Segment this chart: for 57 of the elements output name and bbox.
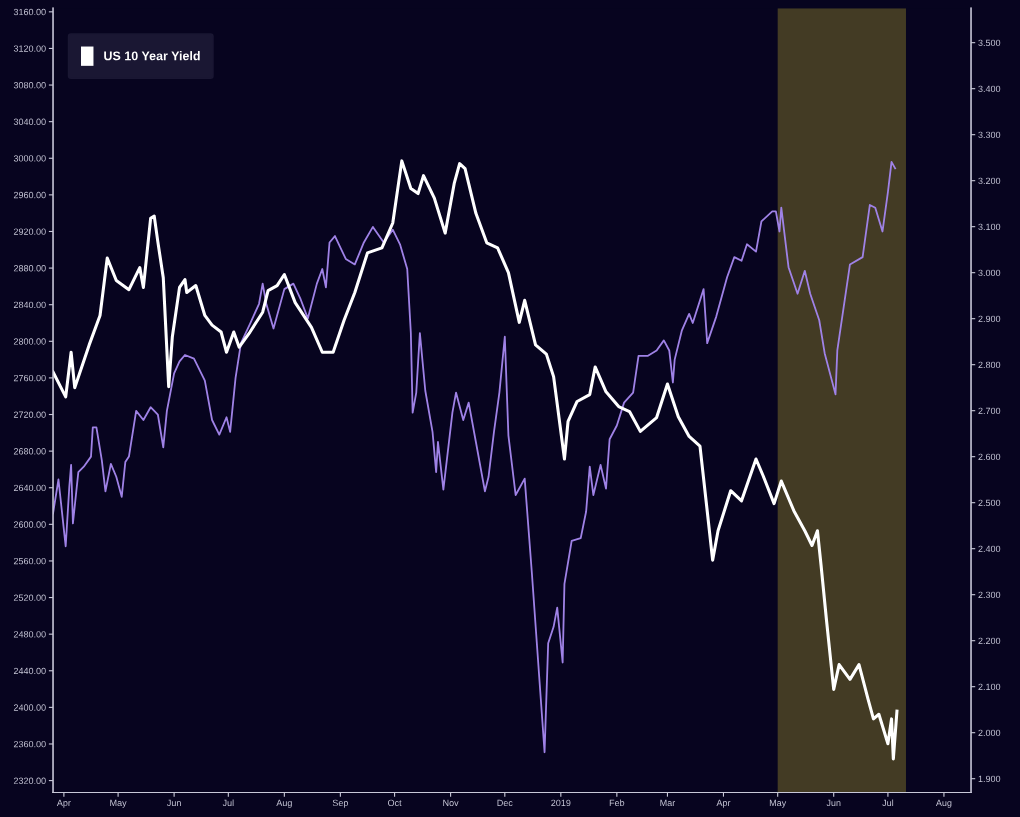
y-tick-label: 3040.00	[13, 118, 46, 126]
y-tick-label: 3160.00	[13, 8, 46, 16]
x-tick-label: Feb	[609, 799, 625, 807]
y2-tick-label: 3.300	[978, 131, 1001, 139]
y2-tick-label: 2.400	[978, 545, 1001, 553]
x-tick-label: Jun	[826, 799, 841, 807]
y2-tick-label: 2.600	[978, 453, 1001, 461]
y2-tick-label: 2.900	[978, 315, 1001, 323]
y2-tick-label: 2.300	[978, 591, 1001, 599]
y2-tick-label: 2.500	[978, 499, 1001, 507]
y2-tick-label: 2.100	[978, 683, 1001, 691]
y-tick-label: 2840.00	[13, 301, 46, 309]
y-tick-label: 2360.00	[13, 740, 46, 748]
y-tick-label: 2440.00	[13, 667, 46, 675]
y2-tick-label: 3.200	[978, 177, 1001, 185]
y-tick-label: 2960.00	[13, 191, 46, 199]
y2-tick-label: 3.000	[978, 269, 1001, 277]
y2-tick-label: 3.400	[978, 85, 1001, 93]
y-tick-label: 2640.00	[13, 484, 46, 492]
y2-tick-label: 1.900	[978, 775, 1001, 783]
y-tick-label: 2680.00	[13, 448, 46, 455]
x-tick-label: 2019	[551, 799, 571, 807]
x-tick-label: Dec	[497, 799, 513, 807]
y2-tick-label: 2.700	[978, 407, 1001, 415]
y2-tick-label: 2.800	[978, 361, 1001, 369]
y-tick-label: 2320.00	[13, 777, 46, 784]
y-tick-label: 2880.00	[13, 265, 46, 272]
y-tick-label: 2480.00	[13, 631, 46, 638]
x-tick-label: Oct	[387, 799, 402, 807]
y-tick-label: 2760.00	[13, 374, 46, 382]
x-tick-label: Jul	[222, 799, 234, 807]
x-tick-label: Apr	[716, 799, 731, 808]
x-tick-label: Nov	[443, 799, 459, 807]
x-tick-label: Jul	[882, 799, 894, 807]
y2-tick-label: 3.100	[978, 223, 1001, 231]
x-tick-label: Aug	[276, 799, 292, 808]
y-tick-label: 3120.00	[13, 45, 46, 52]
y-tick-label: 3080.00	[13, 82, 46, 89]
y-tick-label: 2560.00	[13, 557, 46, 565]
y-tick-label: 2400.00	[13, 704, 46, 711]
y-tick-label: 2520.00	[13, 594, 46, 601]
x-tick-label: May	[769, 799, 787, 808]
x-tick-label: Apr	[56, 799, 71, 808]
legend-label: US 10 Year Yield	[104, 51, 200, 61]
y-tick-label: 2800.00	[13, 338, 46, 345]
x-tick-label: Mar	[660, 799, 676, 807]
x-tick-label: Jun	[166, 799, 181, 807]
x-tick-label: May	[110, 799, 127, 808]
y2-tick-label: 2.000	[978, 729, 1001, 737]
x-tick-label: Aug	[935, 799, 952, 808]
y-tick-label: 2920.00	[13, 228, 46, 235]
x-tick-label: Sep	[332, 799, 349, 808]
y2-tick-label: 3.500	[978, 39, 1001, 47]
y2-tick-label: 2.200	[978, 637, 1001, 645]
y-tick-label: 2600.00	[13, 521, 46, 528]
y-tick-label: 2720.00	[13, 411, 46, 418]
y-tick-label: 3000.00	[13, 155, 46, 162]
